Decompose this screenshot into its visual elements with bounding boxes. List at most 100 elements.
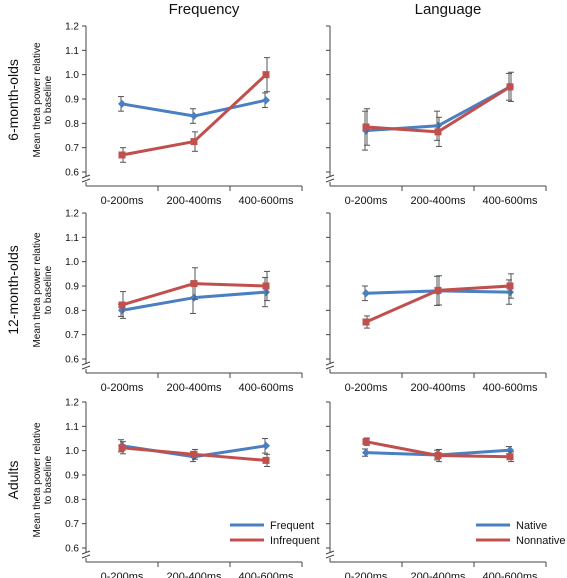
data-point — [118, 444, 126, 452]
y-tick-label: 0.7 — [65, 519, 79, 530]
axis-break-mark — [325, 361, 335, 370]
x-tick-label: 400-600ms — [482, 571, 538, 578]
panel-adults-language: 0-200ms 200-400ms 400-600ms — [325, 401, 547, 578]
series-blue — [362, 72, 514, 151]
x-tick-label: 400-600ms — [482, 195, 538, 207]
x-tick-label: 400-600ms — [238, 382, 294, 394]
y-tick-label: 0.9 — [65, 282, 79, 293]
ylabel-line-2: to baseline — [43, 75, 54, 124]
data-point — [190, 280, 198, 288]
y-tick-label: 0.7 — [65, 143, 79, 154]
data-point — [190, 293, 198, 302]
data-point — [434, 452, 442, 460]
y-tick-label: 0.8 — [65, 306, 79, 317]
y-tick-label: 1.0 — [65, 446, 79, 457]
ylabel-line-1: Mean theta power relative — [32, 232, 43, 348]
y-tick-label: 1.2 — [65, 209, 79, 220]
series-red — [118, 57, 270, 163]
x-tick-label: 400-600ms — [238, 571, 294, 578]
panel-12mo-language: 0-200ms 200-400ms 400-600ms — [325, 212, 547, 394]
data-point — [262, 456, 270, 464]
y-tick-label: 0.6 — [65, 355, 79, 366]
axis-break-mark — [325, 174, 335, 183]
axis-break-mark — [81, 174, 91, 183]
data-point — [262, 96, 270, 105]
column-title-frequency: Frequency — [169, 1, 240, 18]
data-point — [362, 289, 370, 298]
series-red — [118, 441, 270, 467]
ylabel-line-1: Mean theta power relative — [32, 42, 43, 158]
data-point — [506, 288, 514, 297]
panel-6mo-language: 0-200ms 200-400ms 400-600ms — [325, 25, 547, 207]
data-point — [190, 450, 198, 458]
x-tick-label: 0-200ms — [345, 571, 388, 578]
series-blue — [118, 92, 270, 124]
row-label-6-month-olds: 6-month-olds — [5, 59, 21, 141]
data-point — [434, 121, 442, 130]
x-tick-label: 0-200ms — [101, 571, 144, 578]
series-red — [362, 273, 514, 329]
y-tick-label: 1.1 — [65, 233, 79, 244]
data-point — [262, 288, 270, 297]
data-point — [118, 151, 126, 159]
legend-label: Infrequent — [270, 535, 320, 547]
y-tick-label: 1.0 — [65, 257, 79, 268]
panel-6mo-frequency: 0.6 0.7 0.8 0.9 1.0 1.1 1.2 0-200ms 200-400ms 400… — [65, 22, 303, 207]
y-tick-label: 0.7 — [65, 330, 79, 341]
x-tick-label: 200-400ms — [410, 195, 466, 207]
x-tick-label: 0-200ms — [101, 382, 144, 394]
legend-language: Native Nonnative — [476, 520, 566, 547]
y-tick-label: 0.8 — [65, 495, 79, 506]
data-point — [118, 301, 126, 309]
y-tick-label: 1.0 — [65, 70, 79, 81]
data-point — [262, 282, 270, 290]
axis-break-mark — [81, 550, 91, 559]
legend-frequency: Frequent Infrequent — [230, 520, 320, 547]
y-tick-label: 1.1 — [65, 46, 79, 57]
y-tick-label: 0.9 — [65, 95, 79, 106]
x-tick-label: 0-200ms — [101, 195, 144, 207]
ylabel-row-2: Mean theta power relative to baseline — [32, 232, 54, 348]
data-point — [434, 286, 442, 294]
axis-break-mark — [325, 550, 335, 559]
column-title-language: Language — [415, 1, 482, 18]
y-tick-label: 0.6 — [65, 168, 79, 179]
data-point — [262, 71, 270, 79]
x-tick-label: 200-400ms — [410, 571, 466, 578]
data-point — [190, 112, 198, 121]
x-tick-label: 200-400ms — [166, 382, 222, 394]
data-point — [506, 282, 514, 290]
data-point — [506, 446, 514, 455]
data-point — [362, 448, 370, 457]
data-point — [118, 99, 126, 108]
series-red — [362, 71, 514, 147]
series-red — [118, 267, 270, 319]
data-point — [262, 441, 270, 450]
ylabel-row-3: Mean theta power relative to baseline — [32, 422, 54, 538]
ylabel-line-1: Mean theta power relative — [32, 422, 43, 538]
y-tick-label: 1.2 — [65, 22, 79, 33]
legend-label: Native — [516, 520, 547, 532]
data-point — [190, 138, 198, 146]
x-tick-label: 0-200ms — [345, 195, 388, 207]
x-tick-label: 200-400ms — [410, 382, 466, 394]
row-label-adults: Adults — [5, 461, 21, 500]
y-tick-label: 0.9 — [65, 471, 79, 482]
x-tick-label: 200-400ms — [166, 571, 222, 578]
y-tick-label: 1.2 — [65, 398, 79, 409]
x-tick-label: 0-200ms — [345, 382, 388, 394]
data-point — [506, 453, 514, 461]
row-label-12-month-olds: 12-month-olds — [5, 245, 21, 335]
ylabel-line-2: to baseline — [43, 455, 54, 504]
y-tick-label: 0.6 — [65, 544, 79, 555]
y-tick-label: 0.8 — [65, 119, 79, 130]
ylabel-row-1: Mean theta power relative to baseline — [32, 42, 54, 158]
data-point — [506, 83, 514, 91]
legend-label: Frequent — [270, 520, 314, 532]
legend-label: Nonnative — [516, 535, 566, 547]
data-point — [362, 123, 370, 131]
x-tick-label: 400-600ms — [238, 195, 294, 207]
panel-adults-frequency: 0.6 0.7 0.8 0.9 1.0 1.1 1.2 0-200ms 200-400ms 400… — [65, 398, 303, 578]
x-tick-label: 200-400ms — [166, 195, 222, 207]
